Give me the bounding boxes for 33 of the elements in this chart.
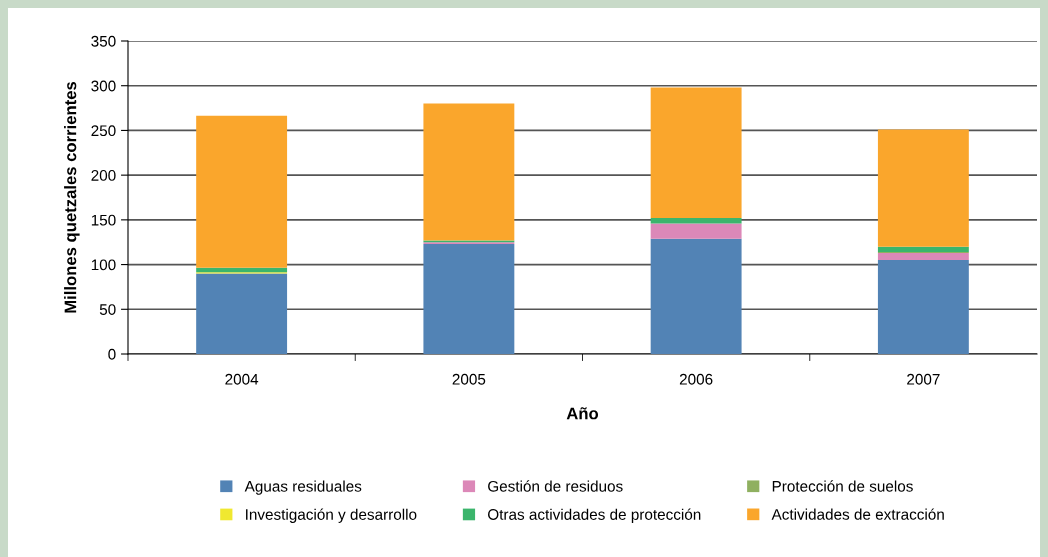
bar [650,218,742,224]
legend-label: Otras actividades de protección [488,508,701,523]
legend-label: Protección de suelos [772,480,913,492]
legend-label: Gestión de residuos [488,480,623,492]
x-tick-label: 2004 [225,373,259,385]
x-tick-label: 2007 [907,373,940,385]
y-axis-title: Millones quetzales corrientes [64,81,80,313]
bar [196,115,288,268]
bar [877,252,969,261]
legend-label: Investigación y desarrollo [246,508,417,523]
y-tick-label: 200 [91,170,116,181]
legend-label: Aguas residuales [244,480,362,495]
y-tick-label: 0 [108,348,116,360]
x-tick-label: 2005 [452,373,486,385]
bar [423,244,515,354]
bar [877,260,969,354]
y-tick-label: 350 [91,35,116,47]
bar [877,246,969,253]
y-tick-label: 50 [99,304,116,315]
bar [423,103,515,241]
y-tick-label: 150 [91,214,116,226]
x-tick-label: 2006 [679,373,713,385]
bar [650,87,742,219]
bar [196,273,288,354]
y-tick-label: 300 [91,80,116,92]
legend-label: Actividades de extracción [771,508,944,520]
y-tick-label: 100 [91,259,116,271]
x-axis-title: Año [566,407,599,420]
bar [196,267,288,273]
bar [650,223,742,239]
bar [877,129,969,247]
bar [650,238,742,354]
y-tick-label: 250 [91,125,116,137]
